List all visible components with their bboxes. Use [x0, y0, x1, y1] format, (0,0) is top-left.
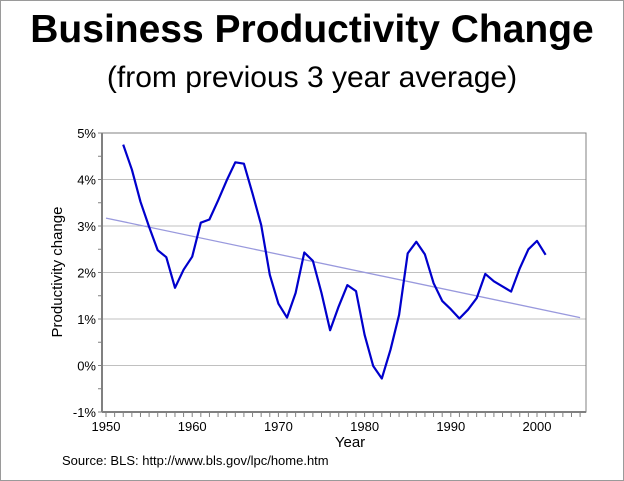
x-tick-label: 1950 — [92, 419, 121, 434]
y-tick-label: 1% — [77, 312, 96, 327]
y-axis-title: Productivity change — [49, 207, 66, 338]
y-tick-label: 5% — [77, 126, 96, 141]
series-line — [122, 144, 547, 380]
x-tick-label: 2000 — [523, 419, 552, 434]
x-tick-label: 1960 — [178, 419, 207, 434]
series-group — [122, 144, 547, 380]
trend-line — [105, 217, 581, 319]
y-tick-label: 2% — [77, 266, 96, 281]
chart-subtitle: (from previous 3 year average) — [106, 61, 518, 94]
y-tick-label: 4% — [77, 173, 96, 188]
gridlines — [102, 132, 586, 366]
y-tick-label: 0% — [77, 359, 96, 374]
x-tick-label: 1990 — [436, 419, 465, 434]
chart-title: Business Productivity Change — [30, 8, 594, 51]
x-axis-title: Year — [335, 434, 365, 451]
axes — [98, 132, 587, 417]
trend-line-group — [105, 217, 581, 319]
y-tick-label: 3% — [77, 219, 96, 234]
tick-labels: -1% 0% 1% 2% 3% 4% 5% 1950 1960 1970 1980 1990 2000 — [73, 126, 552, 434]
x-tick-label: 1980 — [350, 419, 379, 434]
y-tick-label: -1% — [73, 405, 97, 420]
source-note: Source: BLS: http://www.bls.gov/lpc/home… — [62, 453, 329, 468]
x-tick-label: 1970 — [264, 419, 293, 434]
